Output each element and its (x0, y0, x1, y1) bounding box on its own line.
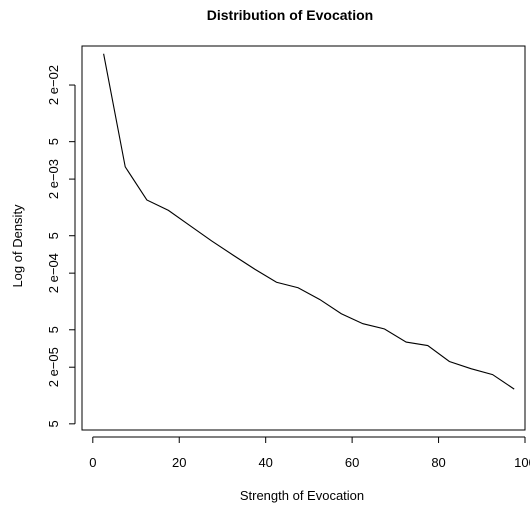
x-tick-label: 40 (258, 455, 272, 470)
x-axis-label: Strength of Evocation (240, 488, 364, 503)
x-tick-label: 80 (431, 455, 445, 470)
y-tick-label: 5 (46, 138, 61, 145)
y-tick-label: 5 (46, 232, 61, 239)
y-tick-label: 2 e−05 (46, 347, 61, 387)
x-tick-label: 20 (172, 455, 186, 470)
y-tick-label: 5 (46, 420, 61, 427)
y-axis: 2 e−02 5 2 e−03 5 2 e−04 5 2 e−05 5 (46, 65, 76, 427)
y-tick-label: 5 (46, 326, 61, 333)
y-tick-label: 2 e−04 (46, 253, 61, 293)
series-line (103, 53, 515, 390)
x-axis: 0 20 40 60 80 100 (89, 436, 530, 470)
y-tick-label: 2 e−02 (46, 65, 61, 105)
x-tick-label: 0 (89, 455, 96, 470)
chart-title: Distribution of Evocation (207, 7, 373, 23)
plot-frame (81, 45, 526, 431)
x-tick-label: 100 (514, 455, 530, 470)
y-axis-label: Log of Density (10, 204, 25, 288)
x-tick-label: 60 (345, 455, 359, 470)
y-tick-label: 2 e−03 (46, 159, 61, 199)
series-group (103, 53, 515, 390)
